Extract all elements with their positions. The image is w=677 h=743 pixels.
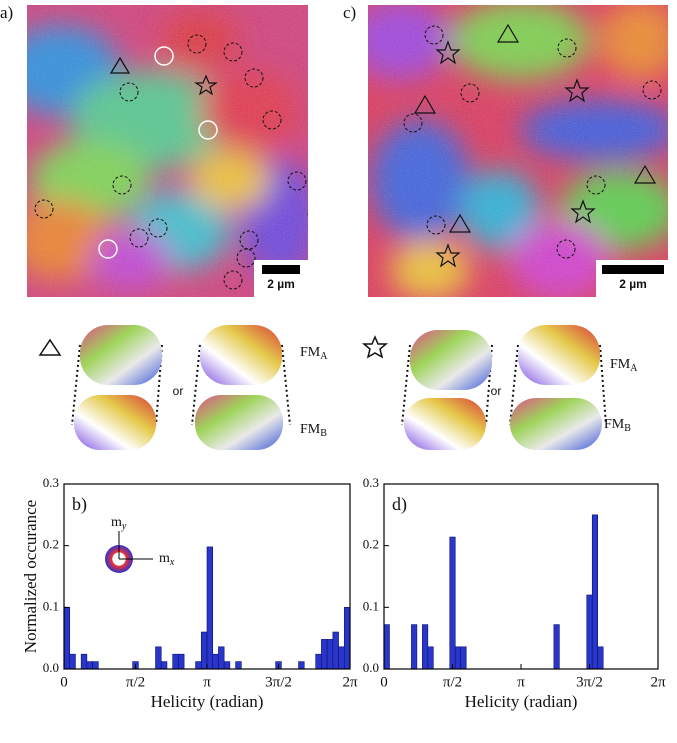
bar	[218, 646, 225, 670]
bar	[586, 594, 593, 670]
x-tick-label: 3π/2	[265, 674, 292, 690]
panel-label: d)	[392, 494, 407, 515]
bar	[155, 646, 162, 670]
y-axis-label: Normalized occurance	[21, 500, 40, 653]
bar	[460, 646, 467, 670]
bar	[86, 661, 93, 670]
y-tick-label: 0.1	[43, 598, 59, 613]
or-label: or	[491, 384, 502, 398]
bar	[427, 646, 434, 670]
x-tick-label: π	[517, 674, 525, 690]
y-tick-label: 0.0	[363, 660, 379, 675]
scale-bar-label: 2 µm	[619, 277, 647, 291]
panel-label: c)	[343, 3, 356, 22]
inset-label: mx	[159, 551, 175, 568]
bar	[343, 607, 351, 670]
bar	[200, 631, 208, 670]
x-axis-label: Helicity (radian)	[151, 692, 264, 711]
bar	[63, 607, 71, 670]
bar	[326, 639, 334, 670]
fm-label: FMB	[300, 422, 327, 439]
x-tick-label: 3π/2	[576, 674, 603, 690]
or-label: or	[173, 384, 184, 398]
y-tick-label: 0.1	[363, 598, 379, 613]
fm-label: FMA	[300, 345, 328, 362]
bar	[591, 514, 599, 670]
bar	[321, 639, 328, 670]
scale-bar-label: 2 µm	[267, 277, 295, 291]
bar	[597, 646, 604, 670]
panel-label: b)	[72, 494, 87, 515]
y-tick-label: 0.3	[363, 475, 379, 490]
x-tick-label: 0	[60, 674, 68, 690]
fm-label: FMB	[604, 417, 631, 434]
bar	[212, 653, 219, 670]
bar	[553, 624, 560, 670]
bar	[80, 653, 88, 670]
bar	[315, 653, 322, 670]
bar	[195, 661, 202, 670]
y-tick-label: 0.0	[43, 660, 59, 675]
image-c: 2 µm	[368, 5, 668, 297]
y-tick-label: 0.3	[43, 475, 59, 490]
image-a: 2 µm	[27, 5, 308, 297]
inset-label: my	[111, 515, 127, 532]
bar	[422, 624, 429, 670]
fm-label: FMA	[610, 357, 638, 374]
bar	[454, 646, 462, 670]
x-tick-label: π/2	[443, 674, 462, 690]
x-tick-label: 0	[380, 674, 388, 690]
bar	[383, 624, 390, 670]
bar	[206, 546, 214, 670]
bar	[338, 646, 345, 670]
bar	[449, 536, 456, 670]
bar	[332, 631, 339, 670]
bar	[223, 661, 231, 670]
x-tick-label: 2π	[342, 674, 358, 690]
bar	[298, 661, 305, 670]
bar	[172, 653, 179, 670]
x-tick-label: 2π	[650, 674, 666, 690]
bar	[235, 661, 242, 670]
bar	[411, 624, 418, 670]
bar	[92, 661, 99, 670]
bar	[69, 653, 76, 670]
y-tick-label: 0.2	[43, 537, 59, 552]
panel-label: a)	[0, 3, 13, 22]
bar	[160, 661, 168, 670]
spin-diagrams: or or FMA FMB FMA FMB	[38, 325, 638, 450]
y-tick-label: 0.2	[363, 537, 379, 552]
x-tick-label: π	[203, 674, 211, 690]
x-axis-label: Helicity (radian)	[465, 692, 578, 711]
bar	[178, 653, 185, 670]
x-tick-label: π/2	[126, 674, 145, 690]
